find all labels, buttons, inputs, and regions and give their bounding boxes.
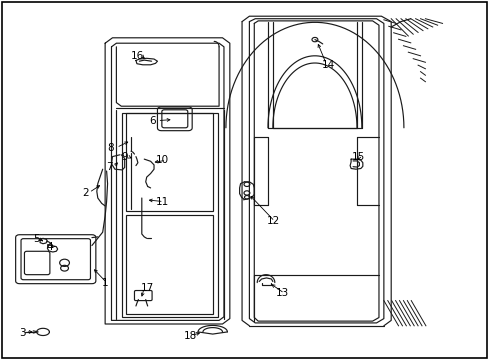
Text: 4: 4 [46,242,53,252]
Text: 5: 5 [33,234,40,244]
Text: 13: 13 [276,288,289,298]
Text: 14: 14 [321,60,334,70]
Text: 15: 15 [351,152,365,162]
Text: 3: 3 [20,328,26,338]
Text: 16: 16 [131,51,144,61]
Text: 12: 12 [266,216,279,226]
Text: 17: 17 [141,283,154,293]
Text: 6: 6 [149,116,156,126]
Text: 11: 11 [155,197,168,207]
Text: 2: 2 [82,188,89,198]
Text: 7: 7 [106,162,113,172]
Text: 18: 18 [183,330,196,341]
Text: 9: 9 [121,152,128,162]
Text: 1: 1 [102,278,108,288]
Text: 10: 10 [155,155,168,165]
Text: 8: 8 [107,143,114,153]
